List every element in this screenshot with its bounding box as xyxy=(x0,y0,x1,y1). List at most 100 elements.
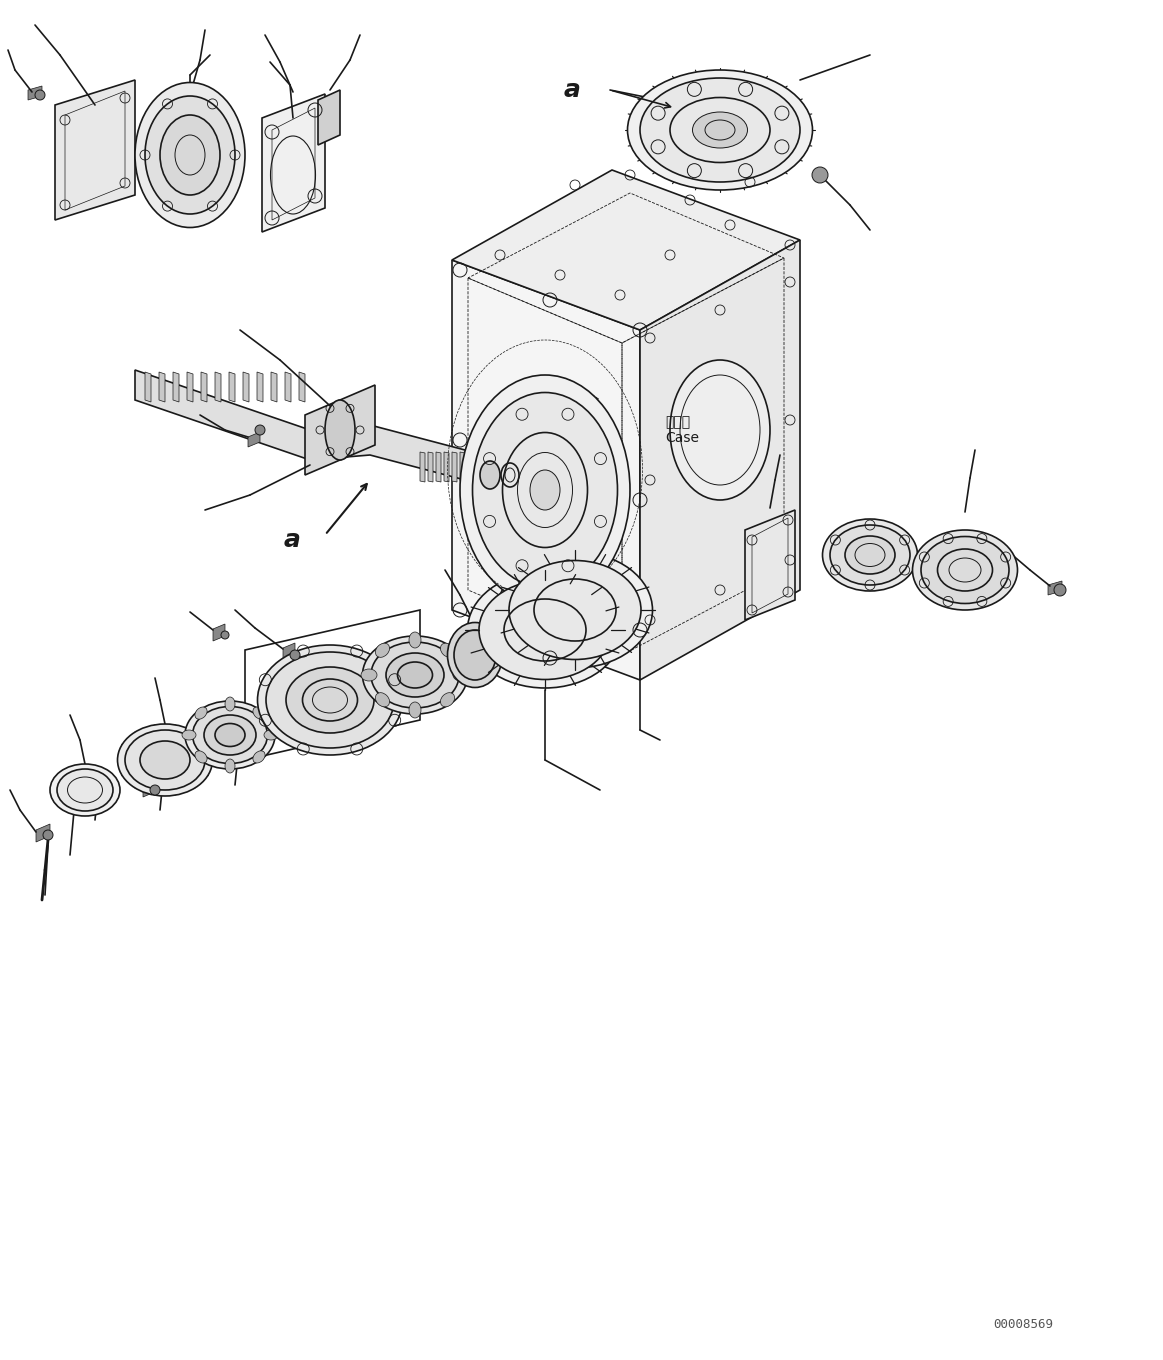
Polygon shape xyxy=(28,86,42,101)
Ellipse shape xyxy=(140,741,190,779)
Ellipse shape xyxy=(386,653,444,696)
Ellipse shape xyxy=(441,692,455,707)
Ellipse shape xyxy=(195,751,207,763)
Polygon shape xyxy=(145,373,151,403)
Polygon shape xyxy=(243,373,249,403)
Ellipse shape xyxy=(181,730,197,740)
Ellipse shape xyxy=(441,643,455,657)
Ellipse shape xyxy=(628,69,813,190)
Text: ケース
Case: ケース Case xyxy=(665,415,699,445)
Circle shape xyxy=(290,650,300,660)
Polygon shape xyxy=(452,170,800,330)
Ellipse shape xyxy=(461,375,630,605)
Polygon shape xyxy=(468,452,473,481)
Ellipse shape xyxy=(266,651,394,748)
Polygon shape xyxy=(143,779,157,797)
Ellipse shape xyxy=(454,669,469,681)
Polygon shape xyxy=(436,452,441,481)
Circle shape xyxy=(1054,583,1066,596)
Text: a: a xyxy=(563,78,580,102)
Polygon shape xyxy=(285,373,291,403)
Ellipse shape xyxy=(398,662,433,688)
Polygon shape xyxy=(452,260,640,680)
Ellipse shape xyxy=(530,471,561,510)
Polygon shape xyxy=(36,824,50,842)
Polygon shape xyxy=(159,373,165,403)
Ellipse shape xyxy=(264,730,278,740)
Ellipse shape xyxy=(324,400,355,460)
Polygon shape xyxy=(135,370,490,490)
Ellipse shape xyxy=(921,536,1009,604)
Ellipse shape xyxy=(193,706,267,763)
Ellipse shape xyxy=(479,581,611,680)
Ellipse shape xyxy=(363,636,468,714)
Polygon shape xyxy=(187,373,193,403)
Ellipse shape xyxy=(135,83,245,227)
Circle shape xyxy=(150,785,160,796)
Circle shape xyxy=(221,631,229,639)
Ellipse shape xyxy=(830,525,909,585)
Polygon shape xyxy=(476,452,481,481)
Ellipse shape xyxy=(376,692,390,707)
Polygon shape xyxy=(428,452,433,481)
Ellipse shape xyxy=(50,764,120,816)
Ellipse shape xyxy=(145,97,235,214)
Ellipse shape xyxy=(913,530,1018,611)
Polygon shape xyxy=(305,385,374,475)
Ellipse shape xyxy=(185,700,274,768)
Ellipse shape xyxy=(480,461,500,490)
Text: 00008569: 00008569 xyxy=(993,1318,1054,1331)
Polygon shape xyxy=(283,643,295,660)
Ellipse shape xyxy=(846,536,896,574)
Polygon shape xyxy=(257,373,263,403)
Polygon shape xyxy=(745,510,795,620)
Ellipse shape xyxy=(160,116,220,194)
Ellipse shape xyxy=(204,715,256,755)
Ellipse shape xyxy=(448,623,502,688)
Polygon shape xyxy=(213,624,224,641)
Ellipse shape xyxy=(252,707,265,719)
Ellipse shape xyxy=(215,724,245,747)
Polygon shape xyxy=(248,432,261,447)
Ellipse shape xyxy=(361,669,377,681)
Ellipse shape xyxy=(224,696,235,711)
Ellipse shape xyxy=(195,707,207,719)
Ellipse shape xyxy=(252,751,265,763)
Polygon shape xyxy=(444,452,449,481)
Polygon shape xyxy=(299,373,305,403)
Polygon shape xyxy=(1048,581,1062,596)
Polygon shape xyxy=(201,373,207,403)
Ellipse shape xyxy=(468,573,622,688)
Ellipse shape xyxy=(371,642,459,709)
Ellipse shape xyxy=(692,112,748,148)
Ellipse shape xyxy=(498,552,652,668)
Text: a: a xyxy=(283,528,300,552)
Ellipse shape xyxy=(257,645,402,755)
Polygon shape xyxy=(55,80,135,220)
Ellipse shape xyxy=(124,730,205,790)
Polygon shape xyxy=(475,632,520,670)
Polygon shape xyxy=(215,373,221,403)
Polygon shape xyxy=(271,373,277,403)
Ellipse shape xyxy=(509,560,641,660)
Ellipse shape xyxy=(640,78,800,182)
Circle shape xyxy=(812,167,828,184)
Polygon shape xyxy=(317,90,340,146)
Polygon shape xyxy=(420,452,424,481)
Ellipse shape xyxy=(57,768,113,811)
Ellipse shape xyxy=(224,759,235,772)
Ellipse shape xyxy=(376,643,390,657)
Circle shape xyxy=(43,830,53,840)
Ellipse shape xyxy=(670,360,770,500)
Polygon shape xyxy=(640,239,800,680)
Polygon shape xyxy=(262,94,324,233)
Circle shape xyxy=(35,90,45,101)
Ellipse shape xyxy=(822,520,918,592)
Ellipse shape xyxy=(409,632,421,647)
Ellipse shape xyxy=(286,666,374,733)
Ellipse shape xyxy=(117,724,213,796)
Ellipse shape xyxy=(472,393,618,588)
Polygon shape xyxy=(173,373,179,403)
Ellipse shape xyxy=(409,702,421,718)
Polygon shape xyxy=(461,452,465,481)
